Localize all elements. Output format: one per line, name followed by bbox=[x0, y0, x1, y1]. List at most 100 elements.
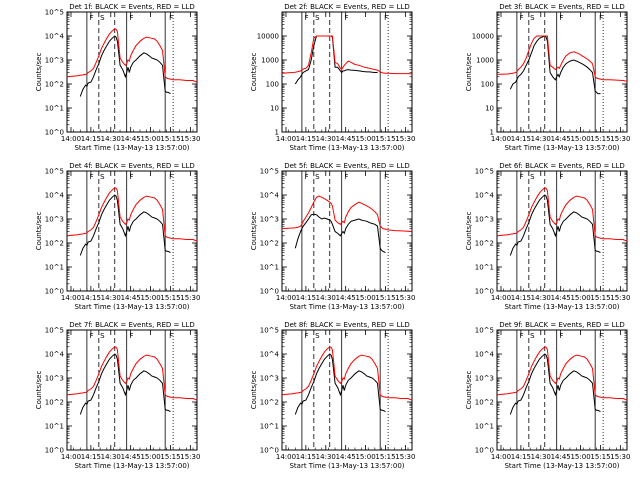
y-tick-label: 10^5 bbox=[260, 168, 279, 176]
interval-marker-label: F bbox=[520, 332, 524, 340]
y-tick-label: 10 bbox=[485, 105, 494, 113]
panel-title: Det 2f: BLACK = Events, RED = LLD bbox=[284, 3, 410, 11]
y-tick-label: 10^1 bbox=[45, 264, 64, 272]
y-tick-label: 10^2 bbox=[45, 240, 64, 248]
interval-marker-label: F bbox=[384, 332, 388, 340]
x-tick-label: 14:45 bbox=[121, 135, 141, 143]
y-tick-label: 10^3 bbox=[45, 57, 64, 65]
x-axis-label: Start Time (13-May-13 13:57:00) bbox=[504, 144, 619, 152]
x-tick-label: 15:30 bbox=[395, 453, 415, 461]
y-axis-label: Counts/sec bbox=[465, 371, 473, 410]
y-tick-label: 10^0 bbox=[45, 129, 64, 137]
plot-frame bbox=[66, 329, 198, 451]
x-tick-label: 14:45 bbox=[336, 135, 356, 143]
x-tick-label: 14:00 bbox=[276, 135, 296, 143]
x-tick-label: 14:30 bbox=[531, 294, 551, 302]
y-tick-label: 10000 bbox=[257, 33, 279, 41]
x-tick-label: 14:00 bbox=[61, 453, 81, 461]
x-tick-label: 14:45 bbox=[336, 453, 356, 461]
y-tick-label: 10^4 bbox=[45, 192, 65, 200]
lld-series-line bbox=[66, 28, 198, 83]
interval-marker-label: F bbox=[599, 332, 603, 340]
x-tick-label: 14:30 bbox=[316, 294, 336, 302]
y-tick-label: 100 bbox=[481, 81, 494, 89]
y-tick-label: 10000 bbox=[472, 33, 494, 41]
x-tick-label: 14:00 bbox=[61, 135, 81, 143]
y-tick-label: 10^1 bbox=[260, 423, 279, 431]
x-tick-label: 15:00 bbox=[355, 135, 375, 143]
x-tick-label: 14:15 bbox=[81, 453, 101, 461]
x-axis-label: Start Time (13-May-13 13:57:00) bbox=[74, 462, 189, 470]
x-tick-label: 15:15 bbox=[375, 294, 395, 302]
x-tick-label: 15:00 bbox=[140, 135, 160, 143]
x-axis-label: Start Time (13-May-13 13:57:00) bbox=[289, 303, 404, 311]
x-tick-label: 14:45 bbox=[551, 294, 571, 302]
x-tick-label: 14:30 bbox=[101, 135, 121, 143]
y-tick-label: 10^5 bbox=[475, 327, 494, 335]
x-tick-label: 14:00 bbox=[61, 294, 81, 302]
lld-series-line bbox=[66, 346, 198, 401]
x-tick-label: 14:45 bbox=[551, 135, 571, 143]
x-axis-label: Start Time (13-May-13 13:57:00) bbox=[74, 144, 189, 152]
y-tick-label: 1 bbox=[490, 129, 494, 137]
y-tick-label: 1000 bbox=[476, 57, 494, 65]
x-tick-label: 14:30 bbox=[101, 453, 121, 461]
interval-marker-label: F bbox=[559, 173, 563, 181]
x-tick-label: 15:30 bbox=[395, 294, 415, 302]
x-tick-label: 15:30 bbox=[180, 135, 200, 143]
plot-frame bbox=[66, 11, 198, 133]
lld-series-line bbox=[66, 187, 198, 242]
x-tick-label: 15:30 bbox=[610, 135, 630, 143]
interval-marker-label: F bbox=[344, 14, 348, 22]
y-axis-label: Counts/sec bbox=[35, 53, 43, 92]
lld-series-line bbox=[496, 35, 628, 82]
y-axis-label: Counts/sec bbox=[465, 53, 473, 92]
y-tick-label: 10 bbox=[270, 105, 279, 113]
y-tick-label: 10^5 bbox=[475, 168, 494, 176]
x-tick-label: 14:30 bbox=[101, 294, 121, 302]
x-axis-label: Start Time (13-May-13 13:57:00) bbox=[289, 462, 404, 470]
panel-title: Det 6f: BLACK = Events, RED = LLD bbox=[499, 162, 625, 170]
x-tick-label: 15:00 bbox=[355, 453, 375, 461]
lld-series-line bbox=[281, 195, 413, 232]
x-tick-label: 14:15 bbox=[511, 294, 531, 302]
x-tick-label: 14:15 bbox=[511, 453, 531, 461]
y-tick-label: 10^4 bbox=[45, 33, 65, 41]
interval-marker-label: S bbox=[100, 332, 105, 340]
interval-marker-label: F bbox=[344, 173, 348, 181]
y-axis-label: Counts/sec bbox=[250, 53, 258, 92]
y-tick-label: 10^0 bbox=[45, 447, 64, 455]
x-tick-label: 14:45 bbox=[336, 294, 356, 302]
x-tick-label: 14:00 bbox=[491, 453, 511, 461]
x-axis-label: Start Time (13-May-13 13:57:00) bbox=[289, 144, 404, 152]
x-tick-label: 14:30 bbox=[316, 453, 336, 461]
interval-marker-label: F bbox=[599, 173, 603, 181]
x-tick-label: 15:15 bbox=[160, 294, 180, 302]
y-axis-label: Counts/sec bbox=[465, 212, 473, 251]
interval-marker-label: S bbox=[530, 14, 535, 22]
plot-frame bbox=[66, 170, 198, 292]
y-tick-label: 10^5 bbox=[45, 9, 64, 17]
y-tick-label: 100 bbox=[266, 81, 279, 89]
lld-series-line bbox=[281, 35, 413, 75]
panel-title: Det 4f: BLACK = Events, RED = LLD bbox=[69, 162, 195, 170]
y-tick-label: 10^2 bbox=[475, 399, 494, 407]
x-tick-label: 14:00 bbox=[491, 135, 511, 143]
events-series-line bbox=[509, 194, 601, 256]
y-tick-label: 10^0 bbox=[475, 288, 494, 296]
y-tick-label: 10^4 bbox=[475, 192, 495, 200]
y-tick-label: 10^2 bbox=[260, 399, 279, 407]
y-tick-label: 10^3 bbox=[45, 216, 64, 224]
panel-title: Det 7f: BLACK = Events, RED = LLD bbox=[69, 321, 195, 329]
y-tick-label: 10^1 bbox=[45, 423, 64, 431]
interval-marker-label: F bbox=[384, 173, 388, 181]
x-tick-label: 14:00 bbox=[276, 453, 296, 461]
interval-marker-label: S bbox=[315, 173, 320, 181]
y-axis-label: Counts/sec bbox=[250, 371, 258, 410]
y-tick-label: 10^4 bbox=[45, 351, 65, 359]
y-tick-label: 10^4 bbox=[260, 192, 280, 200]
